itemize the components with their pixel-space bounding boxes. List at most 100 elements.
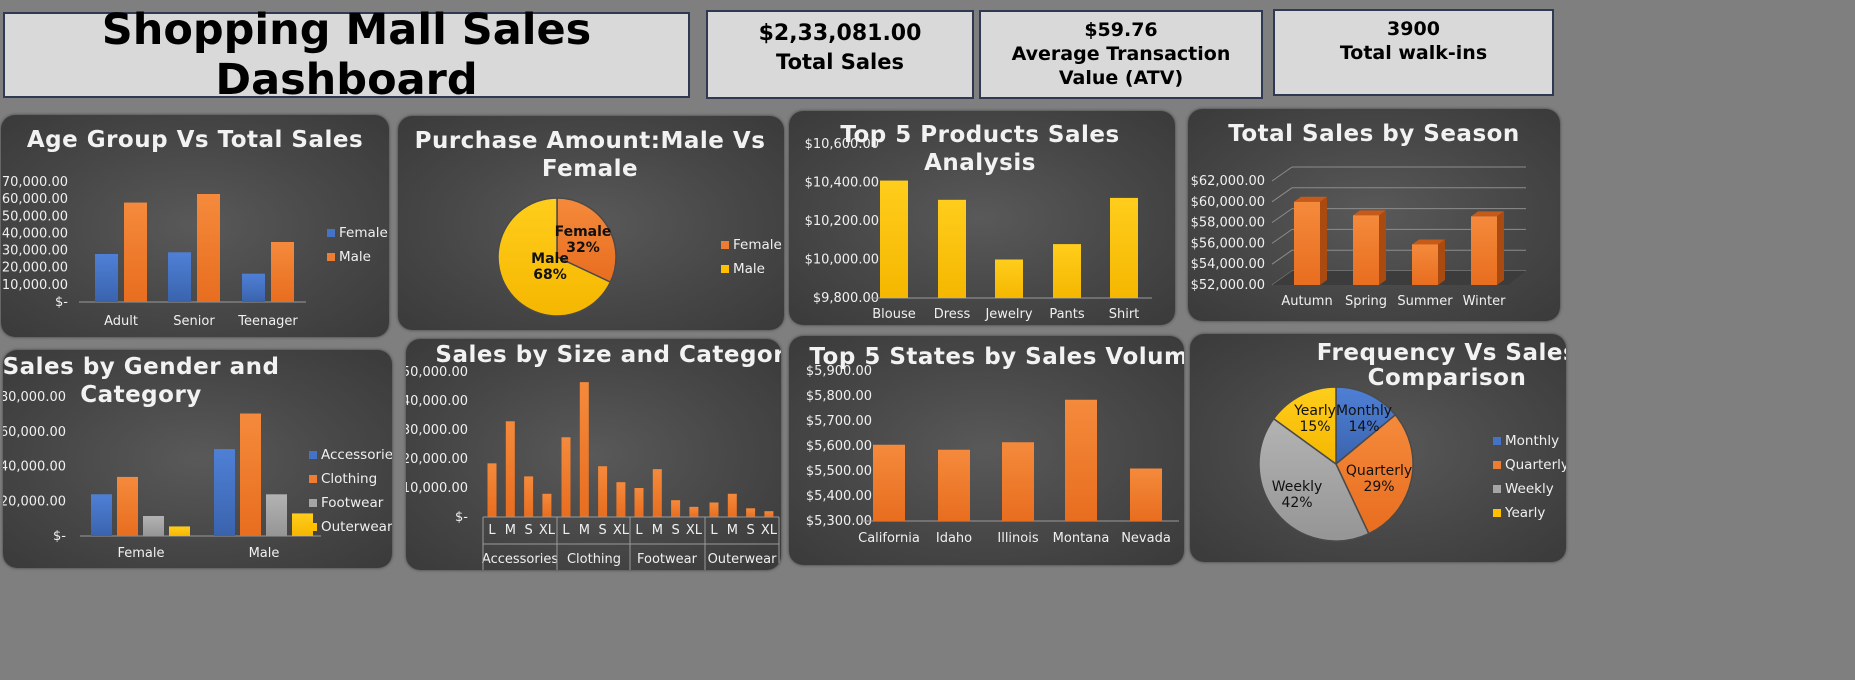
season-chart: Total Sales by Season $52,000.00 $54,000.0…	[1191, 121, 1526, 309]
kpi-walkins-label: Total walk-ins	[1339, 42, 1488, 64]
y-tick-label: $58,000.00	[1191, 216, 1265, 231]
y-tick-label: $50,000.00	[406, 365, 468, 380]
dashboard-title: Shopping Mall Sales Dashboard	[101, 5, 592, 105]
y-tick-label: $10,000.00	[1, 278, 68, 293]
bar-clothing	[240, 413, 261, 536]
legend-swatch	[309, 499, 317, 507]
y-tick-label: $5,500.00	[806, 464, 872, 479]
size-chart-panel: Sales by Size and Category $- $10,000.00 $2…	[406, 339, 781, 570]
kpi-atv: $59.76 Average Transaction Value (ATV)	[979, 10, 1263, 99]
bar-footwear	[266, 494, 287, 536]
bar	[671, 500, 681, 517]
bar-accessories	[214, 449, 235, 536]
kpi-total-sales: $2,33,081.00 Total Sales	[706, 10, 974, 99]
size-tick-label: L	[488, 523, 496, 538]
season-chart-panel: Total Sales by Season $52,000.00 $54,000.0…	[1188, 109, 1560, 321]
size-tick-label: XL	[613, 523, 630, 538]
legend-swatch	[309, 451, 317, 459]
bar	[764, 511, 774, 517]
bar-female	[242, 273, 265, 302]
chart-title: Purchase Amount:Male Vs	[415, 128, 766, 154]
kpi-atv-label: Average Transaction Value (ATV)	[1011, 43, 1231, 89]
freq-pie-chart: Frequency Vs SalesComparisonMonthly14%Qu…	[1258, 340, 1566, 542]
pie-label-pct: 42%	[1281, 495, 1312, 511]
bar	[561, 437, 571, 517]
pie-label-name: Female	[555, 224, 612, 240]
y-tick-label: $56,000.00	[1191, 236, 1265, 251]
pie-label-name: Male	[531, 251, 569, 267]
pie-slice-yearly	[1272, 386, 1337, 466]
legend-swatch	[327, 253, 335, 261]
bar	[505, 421, 515, 517]
legend-label: Monthly	[1505, 433, 1559, 449]
chart-title: Frequency Vs Sales	[1317, 340, 1566, 366]
size-tick-label: XL	[686, 523, 703, 538]
legend-swatch	[309, 475, 317, 483]
size-tick-label: XL	[539, 523, 556, 538]
legend-label: Female	[339, 225, 388, 241]
states-chart-panel: Top 5 States by Sales Volume $5,300.00 $5,…	[789, 336, 1184, 565]
x-tick-label: Illinois	[997, 531, 1038, 546]
bar	[689, 506, 699, 517]
bar	[1412, 244, 1438, 285]
bar-male	[197, 194, 220, 302]
bar	[1065, 399, 1097, 521]
bar	[1353, 215, 1379, 285]
x-tick-label: Female	[117, 546, 164, 561]
bar-clothing	[117, 476, 138, 536]
size-tick-label: L	[635, 523, 643, 538]
bar	[727, 493, 737, 517]
size-tick-label: S	[524, 523, 532, 538]
bar-footwear	[143, 516, 164, 536]
x-tick-label: Winter	[1463, 294, 1507, 309]
y-tick-label: $10,400.00	[805, 176, 879, 191]
y-tick-label: $52,000.00	[1191, 278, 1265, 293]
bar-female	[95, 254, 118, 302]
y-tick-label: $9,800.00	[813, 291, 879, 306]
category-tick-label: Outerwear	[708, 552, 778, 567]
y-tick-label: $5,300.00	[806, 514, 872, 529]
x-tick-label: Idaho	[936, 531, 972, 546]
gender-pie-panel: Purchase Amount:Male Vs Female Female 32% Ma…	[398, 116, 784, 330]
legend-label: Footwear	[321, 495, 384, 511]
legend-swatch	[309, 523, 317, 531]
y-tick-label: $5,800.00	[806, 389, 872, 404]
x-tick-label: Adult	[104, 314, 138, 329]
y-tick-label: $60,000.00	[3, 425, 66, 440]
legend-label: Yearly	[1504, 505, 1545, 521]
pie-label-pct: 14%	[1348, 419, 1379, 435]
x-tick-label: Jewelry	[984, 307, 1032, 322]
bar-side	[1497, 211, 1504, 285]
bar	[938, 449, 970, 521]
y-tick-label: $5,400.00	[806, 489, 872, 504]
size-tick-label: S	[671, 523, 679, 538]
bar	[995, 259, 1023, 298]
y-tick-label: $10,200.00	[805, 214, 879, 229]
category-tick-label: Accessories	[482, 552, 558, 567]
bar	[1002, 442, 1034, 521]
kpi-total-sales-value: $2,33,081.00	[758, 21, 922, 46]
x-tick-label: Autumn	[1281, 294, 1332, 309]
legend-swatch	[721, 265, 729, 273]
y-tick-label: $30,000.00	[406, 423, 468, 438]
gridline-depth	[1271, 187, 1293, 203]
y-tick-label: $80,000.00	[3, 390, 66, 405]
bar-top	[1353, 210, 1386, 216]
y-tick-label: $40,000.00	[3, 460, 66, 475]
bar	[873, 444, 905, 521]
legend-swatch	[1493, 461, 1501, 469]
y-tick-label: $70,000.00	[1, 175, 68, 190]
size-tick-label: S	[598, 523, 606, 538]
x-tick-label: Dress	[934, 307, 971, 322]
legend-swatch	[1493, 485, 1501, 493]
size-tick-label: M	[505, 523, 516, 538]
pie-slice-monthly	[1335, 386, 1397, 466]
category-tick-label: Clothing	[567, 552, 621, 567]
bar-accessories	[91, 494, 112, 536]
legend-label: Accessories	[321, 447, 392, 463]
gridline-depth	[1271, 249, 1293, 265]
y-tick-label: $30,000.00	[1, 244, 68, 259]
legend-label: Female	[733, 237, 782, 253]
y-tick-label: $5,900.00	[806, 364, 872, 379]
